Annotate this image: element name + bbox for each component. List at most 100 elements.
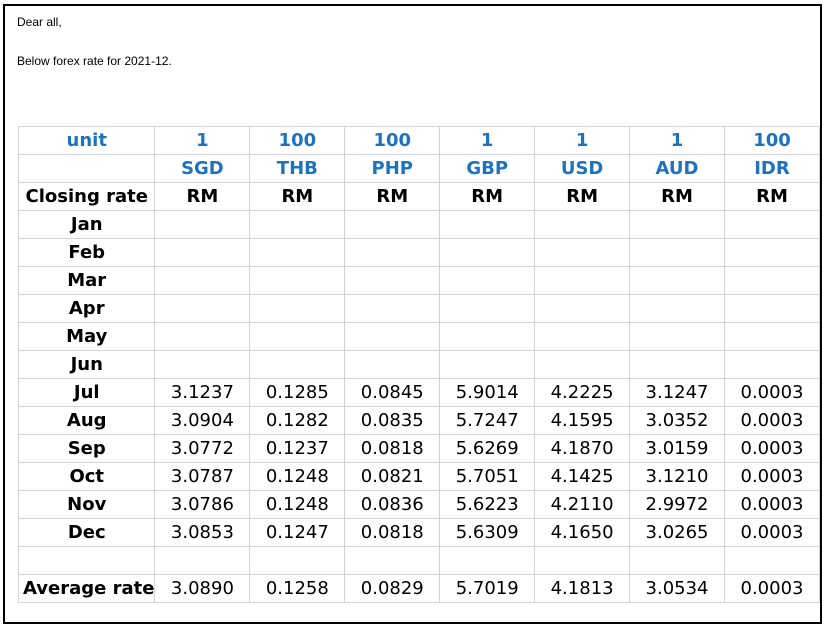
rate-cell: 4.1870 bbox=[534, 434, 631, 463]
rate-cell: 0.0003 bbox=[723, 378, 821, 407]
rate-cell: 0.0003 bbox=[723, 434, 821, 463]
rate-cell bbox=[534, 294, 631, 323]
intro-text: Below forex rate for 2021-12. bbox=[17, 54, 172, 68]
rate-cell bbox=[344, 238, 441, 267]
rate-cell: 4.1595 bbox=[534, 406, 631, 435]
currency-unit-cell: RM bbox=[154, 182, 251, 211]
empty-cell bbox=[17, 154, 156, 183]
rate-cell bbox=[154, 294, 251, 323]
rate-cell: 0.1237 bbox=[249, 434, 346, 463]
rate-cell: 5.6269 bbox=[439, 434, 536, 463]
rate-cell bbox=[723, 350, 821, 379]
rate-cell: 3.0352 bbox=[629, 406, 725, 435]
month-label: Aug bbox=[17, 406, 156, 435]
table-row: Mar bbox=[17, 266, 821, 295]
month-label: Mar bbox=[17, 266, 156, 295]
forex-rate-table: unit 1 100 100 1 1 1 100 SGD THB PHP GBP USD AUD IDR Cl… bbox=[17, 126, 821, 603]
currency-unit-cell: RM bbox=[344, 182, 441, 211]
empty-cell bbox=[439, 546, 536, 575]
rate-cell: 5.6309 bbox=[439, 518, 536, 547]
empty-cell bbox=[534, 546, 631, 575]
rate-cell bbox=[439, 350, 536, 379]
unit-cell: 1 bbox=[439, 126, 536, 155]
currency-unit-cell: RM bbox=[629, 182, 725, 211]
average-cell: 0.0829 bbox=[344, 574, 441, 603]
email-body: Dear all, Below forex rate for 2021-12. … bbox=[3, 4, 822, 624]
currency-row: SGD THB PHP GBP USD AUD IDR bbox=[17, 154, 821, 183]
rate-cell bbox=[439, 266, 536, 295]
rate-cell bbox=[154, 350, 251, 379]
month-label: Jul bbox=[17, 378, 156, 407]
rate-cell bbox=[439, 322, 536, 351]
rate-cell: 0.0003 bbox=[723, 490, 821, 519]
month-label: Sep bbox=[17, 434, 156, 463]
rate-cell bbox=[534, 238, 631, 267]
rate-cell bbox=[249, 322, 346, 351]
average-cell: 5.7019 bbox=[439, 574, 536, 603]
greeting-text: Dear all, bbox=[17, 15, 62, 29]
rate-cell: 5.9014 bbox=[439, 378, 536, 407]
rate-cell bbox=[723, 238, 821, 267]
unit-cell: 100 bbox=[723, 126, 821, 155]
rate-cell bbox=[439, 294, 536, 323]
rate-cell: 0.0003 bbox=[723, 406, 821, 435]
closing-rate-label: Closing rate bbox=[17, 182, 156, 211]
rate-cell bbox=[629, 210, 725, 239]
rate-cell: 0.1248 bbox=[249, 462, 346, 491]
currency-cell: THB bbox=[249, 154, 346, 183]
rate-cell bbox=[723, 294, 821, 323]
month-label: May bbox=[17, 322, 156, 351]
rate-cell: 5.7051 bbox=[439, 462, 536, 491]
rate-cell: 0.0818 bbox=[344, 518, 441, 547]
unit-row: unit 1 100 100 1 1 1 100 bbox=[17, 126, 821, 155]
rate-cell: 3.0853 bbox=[154, 518, 251, 547]
rate-cell: 0.0003 bbox=[723, 462, 821, 491]
month-label: Feb bbox=[17, 238, 156, 267]
currency-cell: PHP bbox=[344, 154, 441, 183]
rate-cell: 3.1247 bbox=[629, 378, 725, 407]
rate-cell: 3.0772 bbox=[154, 434, 251, 463]
rate-cell bbox=[629, 294, 725, 323]
currency-cell: GBP bbox=[439, 154, 536, 183]
rate-cell bbox=[439, 210, 536, 239]
currency-cell: IDR bbox=[723, 154, 821, 183]
table-row: Dec 3.0853 0.1247 0.0818 5.6309 4.1650 3.0265 0… bbox=[17, 518, 821, 547]
rate-cell bbox=[629, 266, 725, 295]
rate-cell: 5.7247 bbox=[439, 406, 536, 435]
empty-cell bbox=[344, 546, 441, 575]
rate-cell bbox=[154, 266, 251, 295]
rate-cell: 3.1210 bbox=[629, 462, 725, 491]
rate-cell: 0.1285 bbox=[249, 378, 346, 407]
rate-cell bbox=[154, 238, 251, 267]
unit-cell: 100 bbox=[344, 126, 441, 155]
table-row: Sep 3.0772 0.1237 0.0818 5.6269 4.1870 3.0159 0… bbox=[17, 434, 821, 463]
currency-unit-cell: RM bbox=[249, 182, 346, 211]
table-row: May bbox=[17, 322, 821, 351]
rate-cell: 0.1248 bbox=[249, 490, 346, 519]
empty-cell bbox=[154, 546, 251, 575]
rate-cell: 4.2110 bbox=[534, 490, 631, 519]
rate-cell bbox=[723, 210, 821, 239]
rate-cell bbox=[629, 350, 725, 379]
unit-cell: 1 bbox=[534, 126, 631, 155]
currency-unit-cell: RM bbox=[723, 182, 821, 211]
table-row: Feb bbox=[17, 238, 821, 267]
empty-cell bbox=[723, 546, 821, 575]
month-label: Jun bbox=[17, 350, 156, 379]
currency-cell: AUD bbox=[629, 154, 725, 183]
rate-cell: 0.0821 bbox=[344, 462, 441, 491]
table-row: Oct 3.0787 0.1248 0.0821 5.7051 4.1425 3.1210 0… bbox=[17, 462, 821, 491]
rate-cell bbox=[344, 266, 441, 295]
rate-cell: 3.0787 bbox=[154, 462, 251, 491]
month-label: Jan bbox=[17, 210, 156, 239]
table-row: Nov 3.0786 0.1248 0.0836 5.6223 4.2110 2.9972 0… bbox=[17, 490, 821, 519]
rate-cell: 0.1247 bbox=[249, 518, 346, 547]
rate-cell bbox=[154, 210, 251, 239]
rate-cell bbox=[534, 322, 631, 351]
average-cell: 3.0890 bbox=[154, 574, 251, 603]
currency-unit-cell: RM bbox=[439, 182, 536, 211]
rate-cell: 2.9972 bbox=[629, 490, 725, 519]
rate-cell bbox=[344, 294, 441, 323]
rate-cell bbox=[344, 210, 441, 239]
rate-cell bbox=[249, 266, 346, 295]
